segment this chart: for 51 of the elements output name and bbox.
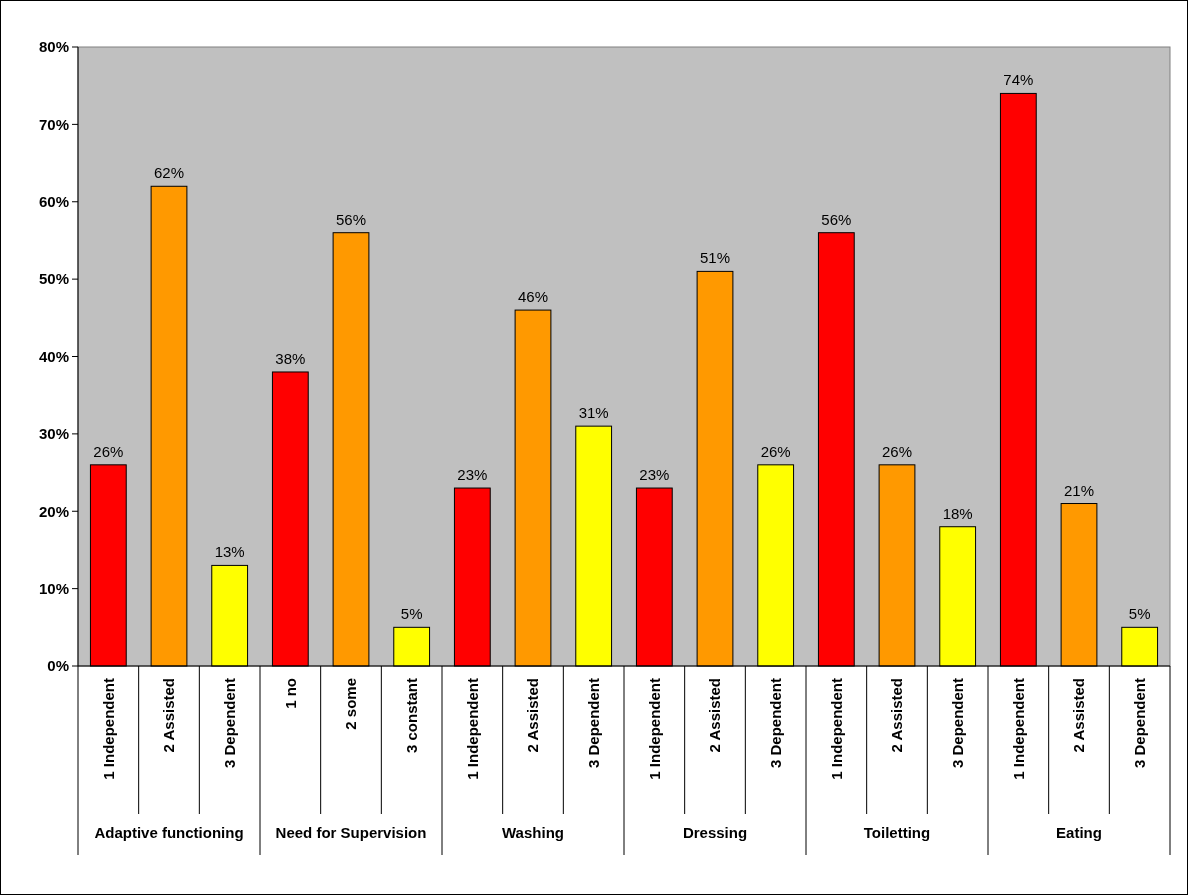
text: Dressing <box>682 824 748 841</box>
data-label: 5% <box>1128 605 1151 623</box>
data-label: 23% <box>639 466 670 484</box>
x-tick-label: 3 Dependent <box>948 678 966 769</box>
x-tick-label: 1 Independent <box>99 678 117 780</box>
data-label: 21% <box>1063 481 1095 499</box>
x-tick-label: 1 Independent <box>645 678 663 780</box>
y-tick-label: 60% <box>38 193 69 210</box>
data-label: 46% <box>517 288 549 306</box>
x-tick-label: 1 no <box>281 678 299 709</box>
y-tick-label: 80% <box>38 38 69 56</box>
y-tick-label: 10% <box>38 579 69 597</box>
y-tick-label: 50% <box>38 270 69 288</box>
y-tick-label: 20% <box>38 502 69 520</box>
data-label: 56% <box>335 210 367 228</box>
text: Eating <box>1056 824 1102 841</box>
data-label: 62% <box>153 164 185 182</box>
x-tick-label: 2 Assisted <box>524 678 542 753</box>
x-tick-label: 1 Independent <box>1009 678 1027 780</box>
x-tick-label: 1 Independent <box>463 678 481 780</box>
x-tick-label: 3 Dependent <box>1130 678 1148 769</box>
data-label: 26% <box>760 442 791 460</box>
x-tick-label: 1 Independent <box>827 678 845 780</box>
x-tick-label: 2 Assisted <box>888 678 906 753</box>
x-tick-label: 3 Dependent <box>766 678 784 769</box>
data-label: 23% <box>457 466 488 484</box>
y-tick-label: 0% <box>47 657 69 675</box>
data-label: 5% <box>400 605 423 623</box>
data-label: 56% <box>821 210 852 228</box>
data-label: 13% <box>214 543 245 561</box>
x-tick-label: 2 Assisted <box>160 678 178 753</box>
text: Toiletting <box>863 824 931 841</box>
y-tick-label: 70% <box>38 115 69 133</box>
x-tick-label: 3 constant <box>402 678 420 754</box>
data-label: 31% <box>578 404 609 422</box>
x-tick-label: 3 Dependent <box>584 678 602 769</box>
x-tick-label: 3 Dependent <box>220 678 238 769</box>
x-tick-label: 2 Assisted <box>706 678 724 753</box>
y-tick-label: 30% <box>38 425 69 443</box>
data-label: 51% <box>699 249 731 267</box>
text: Adaptive functioning <box>94 824 244 841</box>
text: Need for Supervision <box>275 824 427 841</box>
data-label: 26% <box>881 442 913 460</box>
x-tick-label: 2 some <box>342 678 360 730</box>
x-tick-label: 2 Assisted <box>1070 678 1088 753</box>
text: Washing <box>502 824 564 841</box>
y-tick-label: 40% <box>38 347 69 365</box>
data-label: 18% <box>942 504 973 522</box>
data-label: 74% <box>1003 71 1034 89</box>
data-label: 38% <box>275 349 306 367</box>
data-label: 26% <box>93 442 124 460</box>
